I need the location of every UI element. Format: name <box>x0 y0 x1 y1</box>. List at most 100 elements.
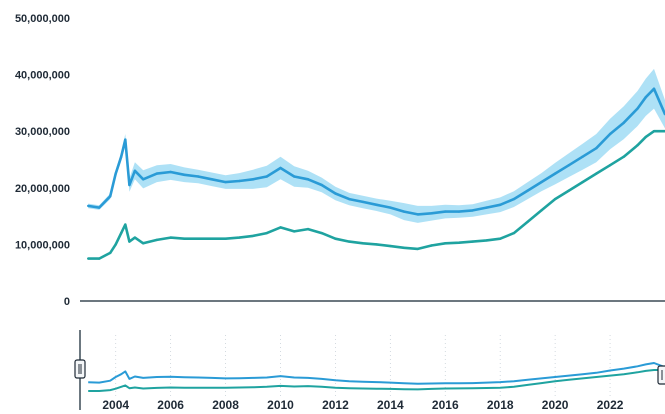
x-tick-label: 2022 <box>597 398 624 412</box>
y-tick-label: 50,000,000 <box>15 13 70 25</box>
series-band <box>88 68 665 223</box>
series-point <box>444 242 447 245</box>
series-point <box>183 173 186 176</box>
series-point <box>306 227 310 231</box>
series-point <box>334 192 337 195</box>
series-point <box>169 236 172 239</box>
series-point <box>608 164 612 167</box>
series-point <box>238 236 241 239</box>
series-point <box>348 197 351 201</box>
series-point <box>334 237 337 240</box>
series-point <box>553 172 557 175</box>
y-tick-label: 10,000,000 <box>15 239 70 251</box>
series-point <box>109 195 112 198</box>
x-tick-label: 2016 <box>432 398 459 412</box>
y-tick-label: 40,000,000 <box>15 70 70 82</box>
series-point <box>128 240 131 243</box>
series-point <box>142 242 145 245</box>
series-point <box>485 239 488 242</box>
series-point <box>553 197 557 201</box>
series-point <box>361 242 365 245</box>
series-point <box>485 206 488 209</box>
series-point <box>251 178 255 181</box>
series-point <box>595 172 598 175</box>
series-point <box>251 234 255 238</box>
series-point <box>457 241 461 244</box>
series-point <box>652 130 656 133</box>
series-point <box>293 230 296 233</box>
series-point <box>279 226 282 229</box>
series-point <box>128 183 131 187</box>
series-point <box>622 155 625 158</box>
series-point <box>608 132 612 136</box>
series-point <box>87 204 90 208</box>
navigator-series-line <box>88 369 665 392</box>
x-tick-label: 2008 <box>212 398 239 412</box>
y-axis-tick-labels: 0 10,000,000 20,000,000 30,000,000 40,000,00… <box>15 13 70 308</box>
series-point <box>416 247 419 251</box>
series-point <box>124 223 127 226</box>
series-point <box>457 210 461 213</box>
series-point <box>320 231 323 235</box>
series-point <box>499 203 502 206</box>
x-axis-tick-labels: 2004 2006 2008 2010 2012 2014 2016 2018 2020 2022 <box>102 398 623 412</box>
series-point <box>471 209 474 212</box>
series-line <box>88 87 665 216</box>
series-point <box>430 212 433 215</box>
navigator-series-lines <box>88 362 665 392</box>
series-point <box>636 107 639 110</box>
series-point <box>512 197 516 201</box>
y-tick-label: 30,000,000 <box>15 126 70 138</box>
x-tick-label: 2018 <box>487 398 514 412</box>
series-point <box>265 231 268 235</box>
series-point <box>361 200 365 204</box>
series-point <box>109 251 112 255</box>
series-point <box>279 166 282 170</box>
series-point <box>142 178 145 181</box>
series-bands <box>88 68 665 223</box>
series-point <box>471 240 474 243</box>
series-point <box>430 244 433 247</box>
series-point <box>133 236 137 239</box>
series-point <box>652 87 656 91</box>
range-navigator[interactable]: 2004 2006 2008 2010 2012 2014 2016 2018 2020 2022 <box>74 330 665 412</box>
navigator-right-handle[interactable] <box>657 365 665 385</box>
series-point <box>155 172 159 175</box>
x-tick-label: 2012 <box>322 398 349 412</box>
series-point <box>98 206 101 209</box>
series-point <box>293 175 296 178</box>
series-point <box>114 243 117 246</box>
series-point <box>512 231 516 235</box>
series-point <box>196 175 200 178</box>
series-point <box>320 183 323 187</box>
series-point <box>595 147 598 150</box>
series-point <box>98 257 101 260</box>
navigator-series-line <box>88 362 665 385</box>
x-tick-label: 2020 <box>542 398 569 412</box>
series-point <box>210 178 213 181</box>
series-point <box>375 243 378 246</box>
series-line <box>88 129 665 260</box>
series-point <box>526 189 529 192</box>
series-point <box>402 210 406 213</box>
series-point <box>87 257 90 260</box>
series-point <box>210 237 213 240</box>
x-tick-label: 2006 <box>157 398 184 412</box>
y-tick-label: 0 <box>64 296 70 308</box>
series-point <box>238 179 241 183</box>
x-tick-label: 2014 <box>377 398 404 412</box>
series-point <box>581 180 584 184</box>
series-point <box>581 155 584 158</box>
series-point <box>196 237 200 240</box>
series-point <box>389 244 392 248</box>
series-point <box>540 180 543 184</box>
series-point <box>224 237 227 240</box>
x-tick-label: 2004 <box>102 398 129 412</box>
series-point <box>169 170 172 174</box>
series-point <box>622 121 625 124</box>
series-point <box>644 135 647 139</box>
navigator-left-handle[interactable] <box>74 359 86 379</box>
series-point <box>567 189 571 192</box>
series-point <box>124 138 127 141</box>
